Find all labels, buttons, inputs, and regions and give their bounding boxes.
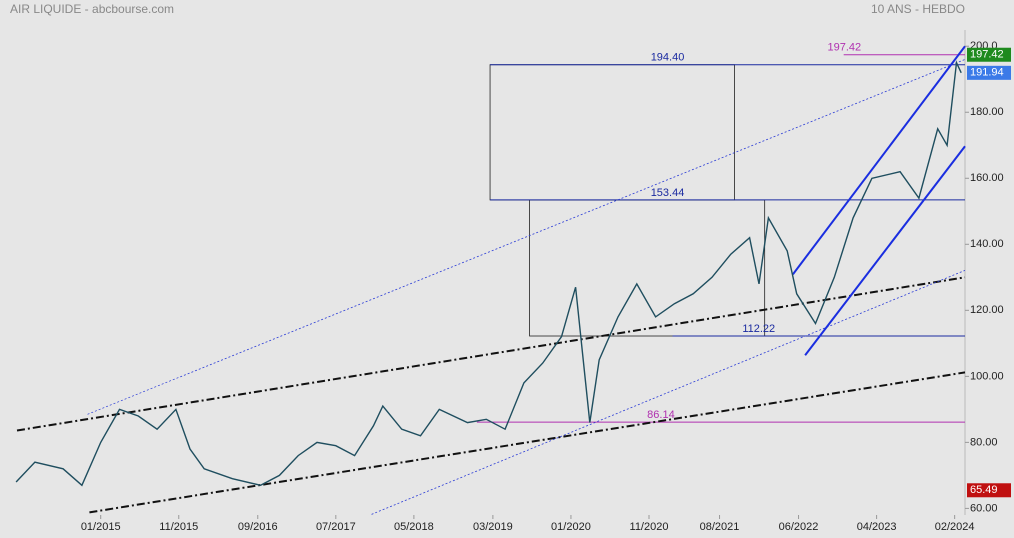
trendline bbox=[87, 59, 966, 415]
x-tick-label: 07/2017 bbox=[316, 521, 356, 533]
price-line bbox=[15, 60, 962, 487]
x-tick-label: 11/2020 bbox=[630, 521, 669, 533]
trendline bbox=[16, 276, 966, 432]
level-label: 194.40 bbox=[651, 52, 685, 64]
x-tick-label: 02/2024 bbox=[935, 521, 975, 533]
chart-subtitle: 10 ANS - HEBDO bbox=[871, 2, 965, 16]
trendline bbox=[804, 145, 966, 356]
x-tick-label: 11/2015 bbox=[159, 521, 198, 533]
y-tick-label: 60.00 bbox=[970, 502, 998, 514]
price-tag-label: 191.94 bbox=[970, 67, 1004, 79]
level-label: 112.22 bbox=[742, 323, 775, 335]
range-box bbox=[489, 64, 735, 201]
x-tick-label: 05/2018 bbox=[394, 521, 434, 533]
price-tag bbox=[967, 47, 1011, 62]
y-tick-label: 140.00 bbox=[970, 238, 1004, 250]
x-tick-label: 03/2019 bbox=[473, 521, 513, 533]
level-label: 153.44 bbox=[651, 187, 685, 199]
trendline bbox=[792, 45, 966, 275]
y-tick-label: 160.00 bbox=[970, 172, 1004, 184]
y-tick-label: 180.00 bbox=[970, 106, 1004, 118]
x-tick-label: 09/2016 bbox=[238, 521, 278, 533]
trendline bbox=[89, 371, 966, 514]
price-tag-label: 65.49 bbox=[970, 484, 998, 496]
y-tick-label: 80.00 bbox=[970, 436, 998, 448]
level-label: 197.42 bbox=[828, 42, 862, 54]
x-tick-label: 01/2015 bbox=[81, 521, 121, 533]
price-tag bbox=[967, 483, 1011, 498]
x-tick-label: 04/2023 bbox=[857, 521, 897, 533]
y-tick-label: 100.00 bbox=[970, 370, 1004, 382]
x-tick-label: 06/2022 bbox=[779, 521, 819, 533]
chart-title: AIR LIQUIDE - abcbourse.com bbox=[10, 2, 174, 16]
price-tag bbox=[967, 65, 1011, 80]
x-tick-label: 08/2021 bbox=[700, 521, 740, 533]
level-label: 86.14 bbox=[647, 409, 675, 421]
x-tick-label: 01/2020 bbox=[551, 521, 591, 533]
y-tick-label: 120.00 bbox=[970, 304, 1004, 316]
price-tag-label: 197.42 bbox=[970, 49, 1004, 61]
trendline bbox=[371, 270, 966, 515]
